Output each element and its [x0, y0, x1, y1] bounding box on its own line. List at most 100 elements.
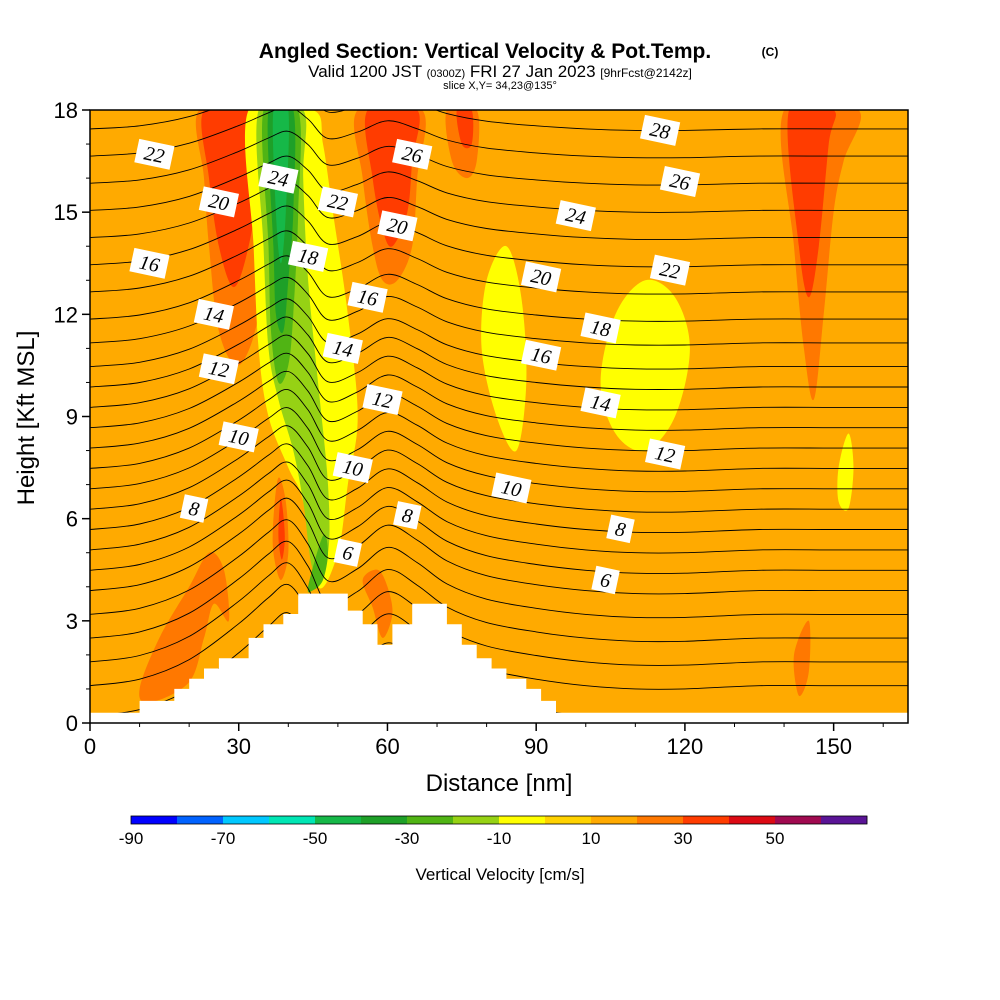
contour-label-box	[639, 114, 681, 146]
contour-label-7: 16	[129, 247, 170, 279]
contour-label-box	[193, 298, 235, 330]
colorbar-swatch	[683, 816, 730, 824]
y-tick-label: 15	[54, 200, 78, 225]
isentrope-9	[90, 497, 908, 595]
velocity-region-24	[837, 433, 854, 511]
contour-label-0: 22	[134, 138, 175, 170]
colorbar-swatch	[407, 816, 454, 824]
contour-label-text: 10	[341, 456, 365, 482]
isentrope-26	[90, 155, 908, 213]
contour-label-box	[591, 565, 620, 595]
x-axis-label: Distance [nm]	[426, 770, 573, 797]
contour-label-box	[362, 384, 403, 415]
contour-label-box	[332, 452, 373, 484]
contour-label-box	[322, 332, 363, 364]
contour-label-box	[555, 200, 596, 232]
y-tick-label: 0	[66, 711, 78, 736]
colorbar-tick-label: 10	[582, 829, 601, 848]
isentrope-18	[90, 334, 908, 411]
x-tick-label: 0	[84, 734, 96, 759]
colorbar-tick-label: 30	[674, 829, 693, 848]
contour-label-text: 24	[266, 166, 290, 192]
x-tick-label: 120	[667, 734, 704, 759]
velocity-region-10	[362, 569, 393, 638]
x-axis-ticks: 0 30 60 90 120 150	[84, 723, 884, 759]
contour-label-text: 10	[226, 425, 250, 451]
contour-label-text: 22	[658, 258, 682, 284]
y-tick-label: 3	[66, 609, 78, 634]
isentrope-22	[90, 255, 908, 322]
isentrope-28	[90, 110, 908, 159]
contour-label-box	[580, 387, 621, 419]
colorbar-swatch	[177, 816, 224, 824]
chart-header: Angled Section: Vertical Velocity & Pot.…	[259, 40, 779, 92]
y-tick-label: 9	[66, 405, 78, 430]
isentrope-21	[90, 276, 908, 346]
contour-label-box	[287, 240, 329, 272]
isentrope-15	[90, 388, 908, 472]
isentrope-29	[90, 110, 908, 132]
contour-label-text: 20	[207, 190, 231, 216]
contour-label-17: 6	[333, 538, 363, 567]
contour-label-text: 10	[499, 476, 523, 502]
contour-label-box	[198, 353, 240, 385]
contour-label-box	[134, 138, 175, 170]
isentrope-6	[90, 562, 908, 666]
contour-label-26: 12	[644, 438, 686, 470]
colorbar-swatch	[499, 816, 546, 824]
velocity-region-21	[307, 534, 328, 593]
isentrope-5	[90, 583, 908, 690]
velocity-region-5	[456, 110, 474, 149]
contour-label-text: 22	[142, 142, 166, 168]
contour-label-21: 22	[649, 254, 691, 286]
colorbar-swatch	[269, 816, 316, 824]
contour-label-16: 8	[393, 501, 422, 530]
contour-label-29: 6	[591, 565, 620, 595]
isentrope-17	[90, 352, 908, 431]
contour-label-12: 12	[362, 384, 403, 415]
contour-label-box	[580, 312, 621, 344]
isentrope-16	[90, 370, 908, 452]
contour-label-box	[393, 501, 422, 530]
colorbar-tick-label: -10	[487, 829, 512, 848]
valid-utc: (0300Z)	[427, 68, 466, 80]
contour-label-box	[218, 421, 259, 453]
contour-label-text: 6	[598, 569, 612, 593]
contour-label-9: 14	[193, 298, 235, 330]
velocity-region-12	[793, 620, 811, 697]
contour-label-box	[606, 514, 635, 544]
forecast-info: [9hrFcst@2142z]	[600, 66, 692, 80]
y-axis-label: Height [Kft MSL]	[13, 331, 40, 506]
contour-label-box	[198, 186, 240, 218]
contour-label-text: 22	[326, 190, 350, 216]
contour-label-box	[333, 538, 363, 567]
contour-label-box	[644, 438, 686, 470]
velocity-region-7	[787, 110, 836, 298]
y-tick-label: 18	[54, 98, 78, 123]
isentrope-8	[90, 519, 908, 619]
valid-prefix: Valid 1200 JST	[308, 62, 422, 81]
chart-title: Angled Section: Vertical Velocity & Pot.…	[259, 40, 711, 63]
isentrope-23	[90, 230, 908, 295]
colorbar-tick-label: -90	[119, 829, 144, 848]
contour-label-box	[317, 186, 359, 218]
contour-label-20: 24	[555, 200, 596, 232]
contour-label-22: 20	[520, 261, 562, 293]
valid-time-line: Valid 1200 JST (0300Z) FRI 27 Jan 2023 […	[308, 62, 692, 81]
contour-label-box	[520, 339, 562, 371]
x-tick-label: 60	[375, 734, 399, 759]
contour-label-text: 14	[202, 302, 226, 328]
contour-label-text: 26	[668, 170, 692, 196]
colorbar-ticks: -90 -70 -50 -30 -10 10 30 50	[119, 829, 785, 848]
isentrope-19	[90, 316, 908, 390]
contour-label-text: 6	[340, 542, 354, 566]
contour-label-text: 16	[137, 251, 161, 277]
contour-label-box	[491, 472, 532, 504]
contour-label-text: 8	[187, 498, 201, 522]
colorbar-swatch	[315, 816, 362, 824]
colorbar-swatch	[453, 816, 500, 824]
colorbar-swatch	[591, 816, 638, 824]
contour-label-box	[347, 281, 388, 313]
